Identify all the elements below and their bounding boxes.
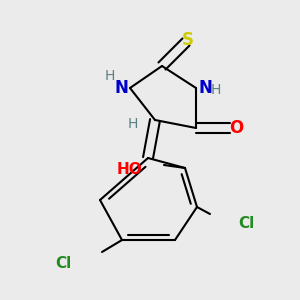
Text: Cl: Cl <box>56 256 72 272</box>
Text: H: H <box>105 69 115 83</box>
Text: HO: HO <box>116 161 142 176</box>
Text: N: N <box>198 79 212 97</box>
Text: O: O <box>229 119 243 137</box>
Text: H: H <box>128 117 138 131</box>
Text: Cl: Cl <box>238 217 254 232</box>
Text: N: N <box>114 79 128 97</box>
Text: H: H <box>211 83 221 97</box>
Text: S: S <box>182 31 194 49</box>
